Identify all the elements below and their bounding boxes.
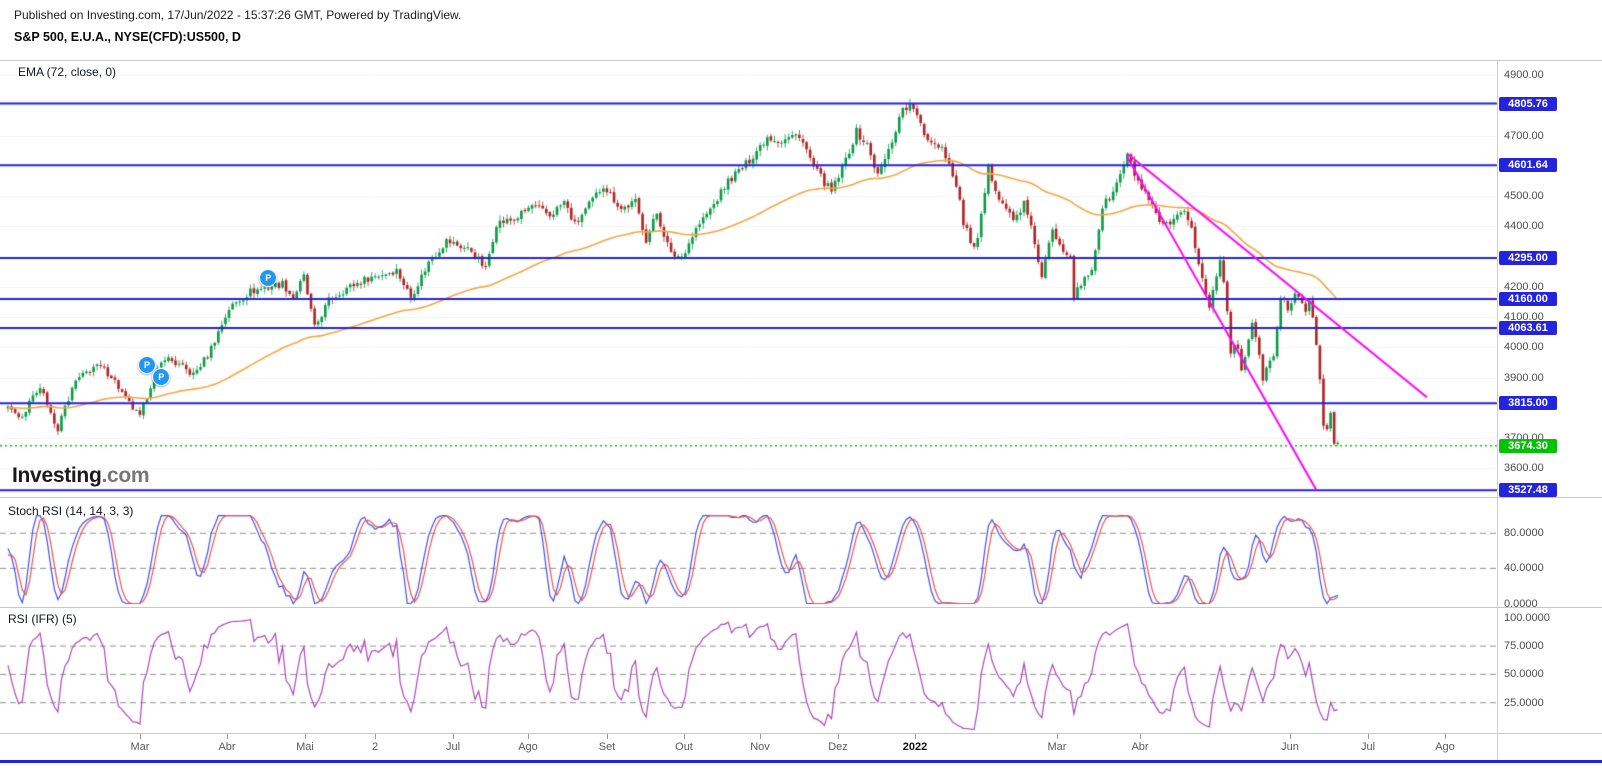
symbol-title: S&P 500, E.U.A., NYSE(CFD):US500, D: [14, 30, 241, 44]
investing-logo: Investing.com: [12, 464, 150, 488]
investing-logo-suffix: .com: [101, 464, 150, 487]
pane-separator-stoch-rsi[interactable]: [0, 607, 1602, 608]
price-axis[interactable]: [1497, 60, 1602, 733]
ema-indicator-label[interactable]: EMA (72, close, 0): [18, 65, 117, 79]
bottom-blue-line: [0, 760, 1602, 763]
pane-separator-main-stoch[interactable]: [0, 497, 1602, 498]
published-line: Published on Investing.com, 17/Jun/2022 …: [14, 8, 462, 22]
pane-separator-rsi-timeaxis[interactable]: [0, 733, 1602, 734]
investing-logo-bold: Investing: [12, 464, 102, 487]
time-axis[interactable]: [0, 733, 1497, 761]
chart-top-border: [0, 60, 1602, 61]
stoch-rsi-indicator-label[interactable]: Stoch RSI (14, 14, 3, 3): [8, 504, 134, 518]
rsi-indicator-label[interactable]: RSI (IFR) (5): [8, 612, 77, 626]
price-axis-border: [1497, 60, 1498, 761]
